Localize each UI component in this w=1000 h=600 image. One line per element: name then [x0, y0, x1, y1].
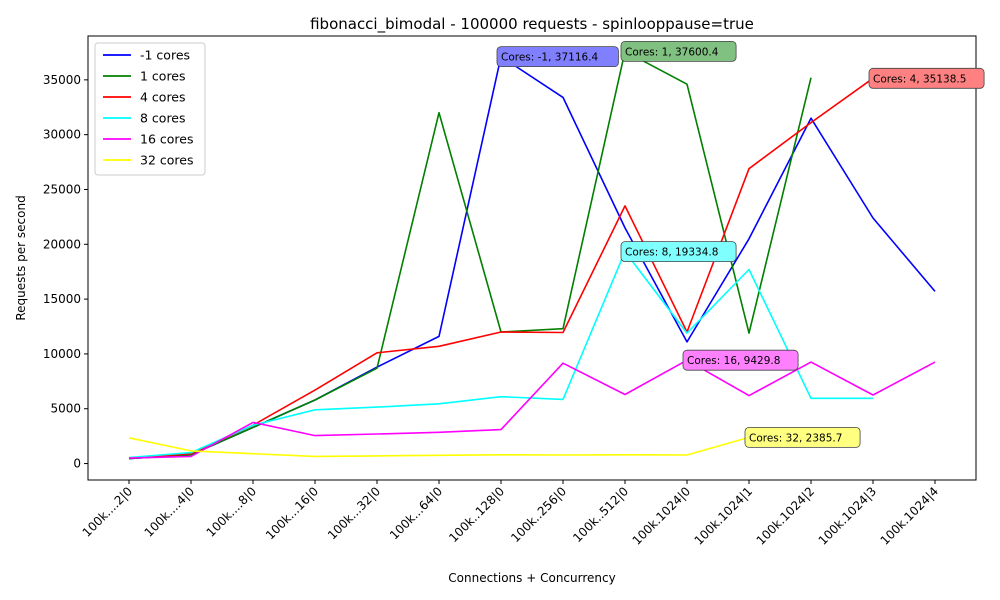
- series-line-1: [128, 50, 812, 460]
- annotation: Cores: 8, 19334.8: [620, 241, 737, 262]
- x-axis-title: Connections + Concurrency: [448, 571, 615, 585]
- annotation-label: Cores: 16, 9429.8: [687, 355, 780, 367]
- y-tick-label: 35000: [43, 73, 81, 87]
- annotation: Cores: 1, 37600.4: [620, 40, 737, 62]
- x-tick-label: 100k..512|0: [570, 484, 631, 545]
- annotation-label: Cores: 4, 35138.5: [873, 73, 966, 85]
- x-tick-label: 100k.1024|3: [816, 484, 880, 548]
- annotation-box: [620, 40, 737, 62]
- plot-frame: [87, 35, 977, 481]
- annotation-box: [682, 349, 799, 371]
- annotation-box: [868, 67, 985, 89]
- series-line-2: [128, 77, 874, 459]
- y-tick-label: 25000: [43, 182, 81, 196]
- annotation-box: [496, 46, 619, 68]
- legend-entry: 16 cores: [140, 132, 193, 147]
- x-tick-label: 100k.1024|0: [630, 484, 694, 548]
- legend-entry: -1 cores: [140, 48, 190, 63]
- legend-entry: 1 cores: [140, 69, 186, 84]
- legend-entry: 4 cores: [140, 90, 186, 105]
- legend-entry: 32 cores: [140, 153, 193, 168]
- y-axis: 0 5000 10000 15000 20000 25000 30000 35000: [43, 73, 88, 471]
- y-tick-label: 30000: [43, 128, 81, 142]
- legend: -1 cores 1 cores 4 cores 8 cores 16 cores 32 …: [94, 42, 206, 176]
- y-tick-label: 20000: [43, 237, 81, 251]
- y-tick-label: 15000: [43, 292, 81, 306]
- annotation-label: Cores: 32, 2385.7: [749, 432, 842, 444]
- x-tick-label: 100k...32|0: [325, 484, 383, 542]
- series-line-4: [128, 359, 936, 459]
- x-tick-label: 100k.1024|1: [692, 484, 756, 548]
- annotations: Cores: -1, 37116.4 Cores: 1, 37600.4 Cores…: [496, 40, 985, 448]
- y-tick-label: 0: [73, 457, 81, 471]
- annotation-label: Cores: 8, 19334.8: [625, 247, 718, 259]
- legend-entry: 8 cores: [140, 111, 186, 126]
- y-tick-label: 10000: [43, 347, 81, 361]
- annotation-label: Cores: -1, 37116.4: [501, 52, 599, 64]
- annotation: Cores: 32, 2385.7: [744, 427, 861, 448]
- annotation: Cores: 4, 35138.5: [868, 67, 985, 89]
- annotation: Cores: -1, 37116.4: [496, 46, 619, 68]
- annotation-label: Cores: 1, 37600.4: [625, 46, 719, 58]
- x-tick-label: 100k..256|0: [508, 484, 569, 545]
- x-tick-label: 100k..128|0: [446, 484, 507, 545]
- x-tick-label: 100k....8|0: [204, 484, 259, 539]
- x-tick-label: 100k...64|0: [387, 484, 445, 542]
- plot-area: [128, 50, 936, 460]
- y-axis-title: Requests per second: [14, 195, 28, 320]
- series-line-3: [128, 250, 873, 459]
- annotation-box: [744, 427, 861, 448]
- x-tick-label: 100k....4|0: [142, 484, 197, 539]
- x-tick-label: 100k....2|0: [80, 484, 135, 539]
- annotation-box: [620, 241, 737, 262]
- series-line-5: [128, 436, 750, 458]
- x-tick-label: 100k.1024|4: [878, 484, 942, 548]
- y-tick-label: 5000: [50, 402, 81, 416]
- x-tick-label: 100k...16|0: [263, 484, 321, 542]
- chart-title: fibonacci_bimodal - 100000 requests - sp…: [310, 15, 754, 34]
- x-tick-label: 100k.1024|2: [754, 484, 818, 548]
- x-axis: 100k....2|0 100k....4|0 100k....8|0 100k...…: [80, 480, 941, 548]
- annotation: Cores: 16, 9429.8: [682, 349, 799, 371]
